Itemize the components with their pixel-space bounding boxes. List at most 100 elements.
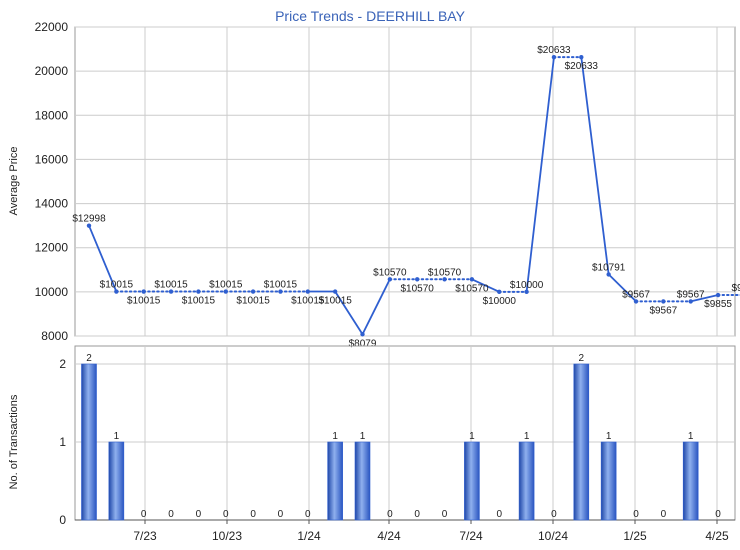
price-point xyxy=(551,54,557,60)
price-y-tick-label: 12000 xyxy=(35,241,69,255)
price-data-label: $10015 xyxy=(318,296,352,307)
price-data-label: $9855 xyxy=(731,283,740,294)
price-point xyxy=(196,289,201,294)
transaction-data-label: 2 xyxy=(579,353,585,364)
price-line-segment xyxy=(580,56,610,276)
price-point xyxy=(278,289,283,294)
transactions-y-axis-label: No. of Transactions xyxy=(8,394,20,489)
transaction-bar xyxy=(682,441,699,521)
price-data-label: $9567 xyxy=(649,305,677,316)
chart-title: Price Trends - DEERHILL BAY xyxy=(275,8,466,24)
price-data-label: $10000 xyxy=(483,296,517,307)
price-point xyxy=(305,289,310,294)
transaction-bar xyxy=(327,441,343,521)
x-tick-label: 10/23 xyxy=(212,529,242,543)
transaction-bar xyxy=(108,441,125,521)
price-data-label: $10015 xyxy=(154,280,188,291)
price-data-label: $8079 xyxy=(349,338,377,349)
price-data-label: $9567 xyxy=(677,289,705,300)
transaction-data-label: 1 xyxy=(360,431,366,442)
transaction-data-label: 0 xyxy=(496,509,502,520)
transaction-bar xyxy=(464,441,480,521)
price-line-segment xyxy=(361,278,391,336)
transaction-data-label: 0 xyxy=(223,509,229,520)
price-line-segment xyxy=(525,56,555,293)
price-data-label: $10570 xyxy=(455,283,489,294)
transaction-data-label: 0 xyxy=(633,509,639,520)
price-data-label: $10015 xyxy=(182,296,216,307)
transaction-bar xyxy=(354,441,371,521)
transaction-data-label: 0 xyxy=(715,509,721,520)
price-point xyxy=(86,223,92,228)
transaction-data-label: 2 xyxy=(86,353,92,364)
price-y-tick-label: 18000 xyxy=(35,108,69,122)
price-y-axis-label: Average Price xyxy=(8,147,20,216)
price-data-label: $10015 xyxy=(127,296,161,307)
transaction-data-label: 0 xyxy=(250,509,256,520)
price-point xyxy=(633,299,639,304)
transaction-data-label: 1 xyxy=(606,431,612,442)
x-tick-label: 7/23 xyxy=(133,529,157,543)
price-data-label: $10015 xyxy=(209,280,243,291)
price-y-tick-label: 16000 xyxy=(35,152,69,166)
transaction-bar xyxy=(81,363,97,521)
price-panel: 8000 10000 12000 14000 16000 18000 20000 22000 $… xyxy=(35,20,740,349)
price-point xyxy=(524,289,529,295)
price-line-segment xyxy=(470,278,501,293)
price-data-label: $12998 xyxy=(72,214,106,225)
price-point xyxy=(715,292,721,298)
price-line-segment xyxy=(607,273,637,303)
price-point xyxy=(579,54,584,60)
price-point xyxy=(606,272,611,277)
transaction-data-label: 0 xyxy=(196,509,202,520)
price-line-segment xyxy=(689,294,719,303)
price-y-tick-label: 10000 xyxy=(35,285,69,299)
price-y-tick-label: 8000 xyxy=(41,329,68,343)
price-point xyxy=(223,289,228,294)
transaction-bar xyxy=(573,363,590,521)
x-tick-label: 10/24 xyxy=(538,529,568,543)
price-point xyxy=(360,332,365,337)
price-data-label: $10015 xyxy=(291,296,325,307)
price-data-label: $9567 xyxy=(622,289,650,300)
price-data-label: $10570 xyxy=(373,267,407,278)
transaction-data-label: 0 xyxy=(141,509,147,520)
transactions-y-tick-label: 1 xyxy=(59,435,66,449)
transactions-y-tick-label: 0 xyxy=(59,513,66,527)
transaction-data-label: 1 xyxy=(469,431,475,442)
price-data-label: $20633 xyxy=(537,45,571,56)
transaction-data-label: 1 xyxy=(332,431,338,442)
price-data-label: $10000 xyxy=(510,280,544,291)
transaction-bar xyxy=(600,441,617,521)
price-line-segment xyxy=(88,224,118,293)
x-tick-label: 1/25 xyxy=(623,529,647,543)
price-point xyxy=(250,289,256,294)
price-point xyxy=(688,299,693,304)
transaction-data-label: 0 xyxy=(442,509,448,520)
price-point xyxy=(387,277,393,282)
price-point xyxy=(469,277,475,282)
transaction-data-label: 1 xyxy=(688,431,694,442)
transaction-data-label: 1 xyxy=(524,431,530,442)
price-point xyxy=(442,277,447,282)
price-point xyxy=(332,289,338,294)
price-point xyxy=(497,289,502,295)
price-y-tick-label: 20000 xyxy=(35,64,69,78)
price-data-label: $10015 xyxy=(264,280,298,291)
price-data-label: $20633 xyxy=(565,61,599,72)
price-point xyxy=(415,277,420,282)
price-data-label: $10791 xyxy=(592,262,626,273)
x-tick-label: 4/25 xyxy=(705,529,729,543)
x-tick-label: 7/24 xyxy=(459,529,483,543)
transaction-data-label: 0 xyxy=(661,509,667,520)
transactions-y-tick-label: 2 xyxy=(59,357,66,371)
x-tick-label: 4/24 xyxy=(377,529,401,543)
price-data-label: $10570 xyxy=(428,267,462,278)
transaction-data-label: 0 xyxy=(551,509,557,520)
price-point xyxy=(141,289,146,294)
transaction-data-label: 1 xyxy=(114,431,120,442)
transaction-data-label: 0 xyxy=(414,509,420,520)
transaction-data-label: 0 xyxy=(168,509,174,520)
price-point xyxy=(661,299,666,304)
